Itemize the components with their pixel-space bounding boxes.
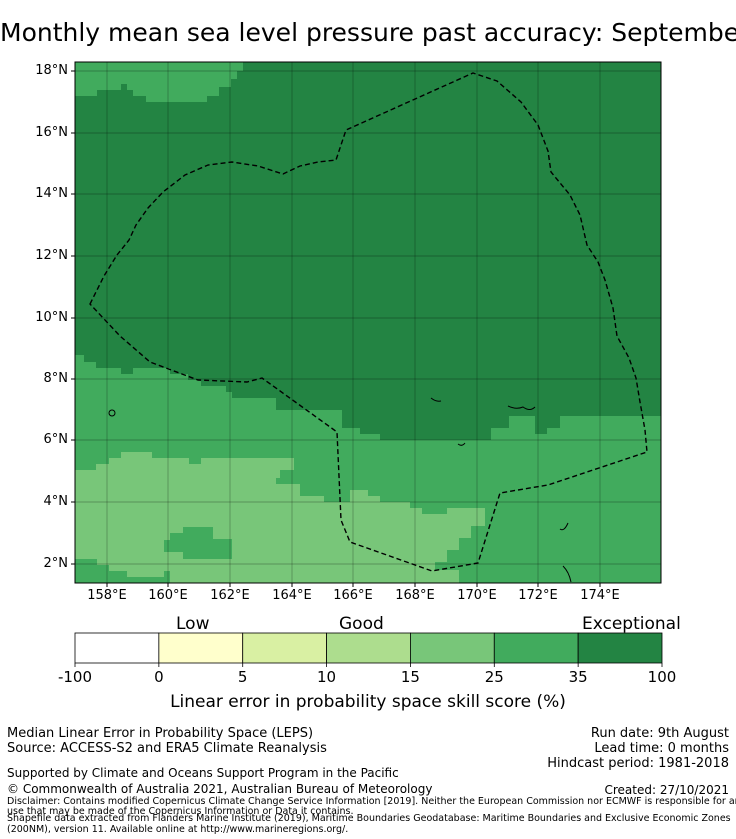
colorbar-tick-label: 0 [154, 668, 164, 686]
longitude-label: 162°E [210, 588, 250, 603]
legend-category-low: Low [176, 614, 210, 634]
colorbar-axis-label: Linear error in probability space skill … [170, 692, 566, 712]
footer-copyright: © Commonwealth of Australia 2021, Austra… [7, 782, 433, 796]
hindcast-period: Hindcast period: 1981-2018 [547, 756, 729, 771]
colorbar-bin [242, 632, 327, 664]
longitude-label: 166°E [333, 588, 373, 603]
colorbar-tick-label: 10 [317, 668, 337, 686]
longitude-label: 172°E [518, 588, 558, 603]
longitude-label: 164°E [272, 588, 312, 603]
footer-source: Source: ACCESS-S2 and ERA5 Climate Reana… [7, 741, 327, 756]
run-date: Run date: 9th August [590, 726, 729, 741]
longitude-label: 174°E [580, 588, 620, 603]
zone-good-patch [164, 527, 232, 559]
eez-boundary [89, 72, 648, 572]
shapefile-line-2: (200NM), version 11. Available online at… [7, 824, 349, 835]
colorbar [74, 632, 663, 667]
latitude-label: 2°N [43, 556, 69, 571]
colorbar-tick-label: 25 [484, 668, 504, 686]
colorbar-bin [326, 632, 411, 664]
footer-support: Supported by Climate and Oceans Support … [7, 766, 399, 780]
lead-time: Lead time: 0 months [594, 741, 729, 756]
map-title: Monthly mean sea level pressure past acc… [0, 18, 736, 47]
latitude-label: 4°N [43, 494, 69, 509]
latitude-label: 18°N [35, 63, 68, 78]
latitude-label: 8°N [43, 371, 69, 386]
longitude-label: 170°E [457, 588, 497, 603]
colorbar-bin [493, 632, 579, 664]
disclaimer-line-2: use that may be made of the Copernicus I… [7, 806, 354, 817]
colorbar-tick-label: 35 [568, 668, 588, 686]
colorbar-tick-label: -100 [57, 668, 93, 686]
latitude-label: 16°N [35, 125, 68, 140]
colorbar-bin [74, 632, 160, 664]
latitude-label: 10°N [35, 310, 68, 325]
tickmarks [71, 70, 601, 587]
created-date: Created: 27/10/2021 [604, 783, 729, 797]
colorbar-tick-label: 5 [237, 668, 248, 686]
zone-very-good-north [75, 62, 243, 102]
colorbar-tick-label: 100 [647, 668, 677, 686]
gridlines [75, 62, 661, 583]
shapefile-line-1: Shapefile data extracted from Flanders M… [7, 813, 731, 824]
longitude-label: 158°E [87, 588, 127, 603]
legend-category-good: Good [339, 614, 384, 634]
map-area [75, 62, 661, 583]
latitude-label: 12°N [35, 248, 68, 263]
colorbar-tick-label: 15 [400, 668, 420, 686]
colorbar-bin [158, 632, 244, 664]
map-frame [74, 61, 662, 584]
latitude-label: 14°N [35, 186, 68, 201]
colorbar-bin [410, 632, 495, 664]
longitude-label: 160°E [148, 588, 188, 603]
disclaimer-line-1: Disclaimer: Contains modified Copernicus… [7, 796, 736, 807]
footer-method: Median Linear Error in Probability Space… [7, 726, 314, 741]
islands [108, 397, 572, 583]
colorbar-bin [577, 632, 663, 664]
legend-category-exceptional: Exceptional [582, 614, 681, 634]
longitude-label: 168°E [395, 588, 435, 603]
latitude-label: 6°N [43, 432, 69, 447]
